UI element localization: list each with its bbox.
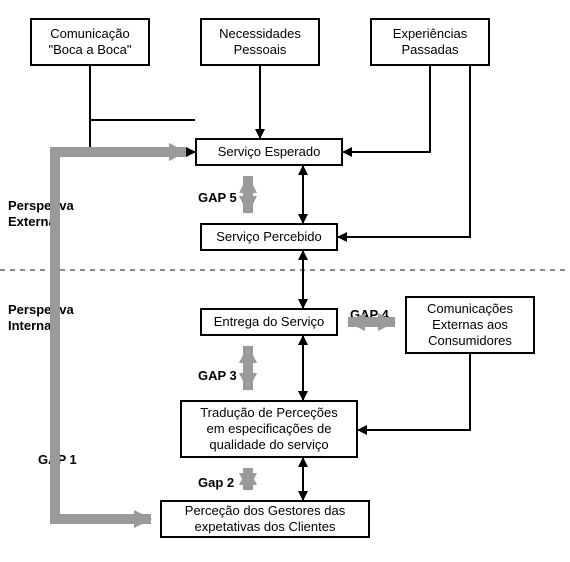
label-gap4: GAP 4 [350,307,389,323]
box-label: ExperiênciasPassadas [393,26,467,59]
label-gap3: GAP 3 [198,368,237,384]
box-label: Serviço Esperado [218,144,321,160]
box-comunicacao-boca-a-boca: Comunicação"Boca a Boca" [30,18,150,66]
box-label: Perceção dos Gestores dasexpetativas dos… [185,503,345,536]
label-perspetiva-externa: PerspetivaExterna [8,198,74,229]
box-entrega-servico: Entrega do Serviço [200,308,338,336]
box-comunicacoes-externas: ComunicaçõesExternas aosConsumidores [405,296,535,354]
label-gap5: GAP 5 [198,190,237,206]
box-label: Entrega do Serviço [214,314,325,330]
label-perspetiva-interna: PerspetivaInterna [8,302,74,333]
box-experiencias-passadas: ExperiênciasPassadas [370,18,490,66]
connectors-overlay [0,0,570,562]
box-servico-percebido: Serviço Percebido [200,223,338,251]
label-gap1: GAP 1 [38,452,77,468]
box-label: NecessidadesPessoais [219,26,301,59]
box-servico-esperado: Serviço Esperado [195,138,343,166]
box-percecao-gestores: Perceção dos Gestores dasexpetativas dos… [160,500,370,538]
box-necessidades-pessoais: NecessidadesPessoais [200,18,320,66]
box-label: Serviço Percebido [216,229,322,245]
label-gap2: Gap 2 [198,475,234,491]
diagram-canvas: Comunicação"Boca a Boca" NecessidadesPes… [0,0,570,562]
box-traducao-percecoes: Tradução de Perceçõesem especificações d… [180,400,358,458]
box-label: ComunicaçõesExternas aosConsumidores [427,301,513,350]
box-label: Comunicação"Boca a Boca" [49,26,132,59]
box-label: Tradução de Perceçõesem especificações d… [200,405,338,454]
